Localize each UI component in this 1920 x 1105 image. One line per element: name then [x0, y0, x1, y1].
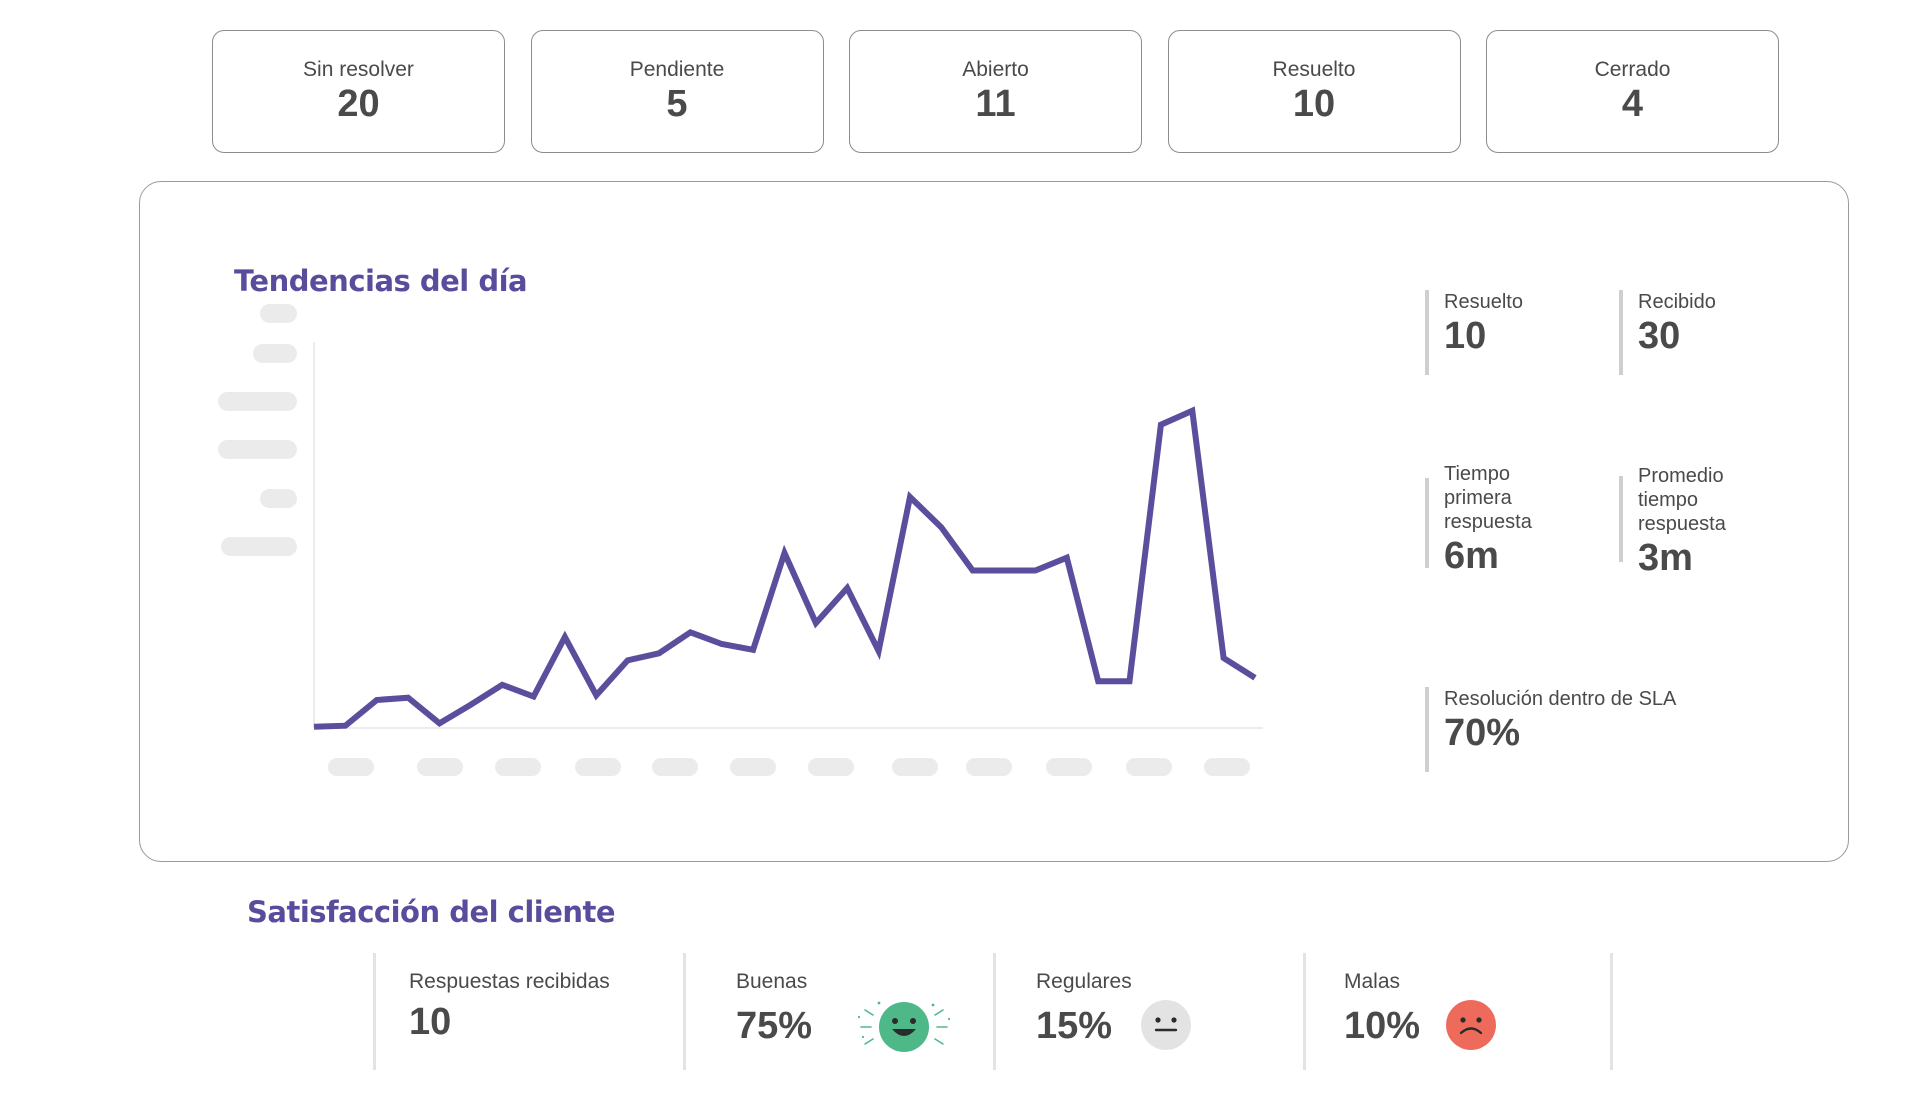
happy-face-icon	[857, 1001, 951, 1052]
status-card-pending[interactable]: Pendiente 5	[530, 30, 824, 153]
satisfaction-value: 10%	[1344, 1005, 1421, 1047]
metric-label: Recibido	[1638, 291, 1716, 313]
status-card-count: 5	[666, 82, 688, 125]
satisfaction-responses: Respuestas recibidas 10	[373, 953, 683, 1070]
chart-y-tick-placeholder	[253, 344, 297, 363]
chart-x-tick-placeholder	[495, 758, 541, 776]
chart-x-tick-placeholder	[730, 758, 776, 776]
status-card-count: 10	[1292, 82, 1336, 125]
metric-value: 70%	[1444, 712, 1521, 754]
neutral-face-icon	[1141, 1000, 1191, 1050]
chart-x-tick-placeholder	[652, 758, 698, 776]
status-card-label: Cerrado	[1594, 57, 1671, 81]
metric-label: respuesta	[1638, 513, 1726, 535]
metric-sla-resolution: Resolución dentro de SLA 70%	[1425, 687, 1755, 772]
satisfaction-good: Buenas 75%	[683, 953, 993, 1070]
status-card-count: 4	[1621, 82, 1644, 125]
satisfaction-neutral: Regulares 15%	[993, 953, 1303, 1070]
chart-y-tick-placeholder	[260, 304, 297, 323]
status-card-label: Resuelto	[1272, 57, 1356, 81]
chart-x-tick-placeholder	[1126, 758, 1172, 776]
chart-y-tick-placeholder	[221, 537, 297, 556]
status-card-label: Abierto	[962, 57, 1029, 81]
status-card-open[interactable]: Abierto 11	[849, 30, 1142, 153]
chart-y-tick-placeholder	[218, 392, 297, 411]
metric-label: respuesta	[1444, 511, 1532, 533]
metric-label: Resolución dentro de SLA	[1444, 688, 1677, 710]
satisfaction-value: 10	[409, 1001, 452, 1043]
status-summary: Sin resolver 20 Pendiente 5 Abierto 11 R…	[212, 30, 1779, 155]
metric-resolved: Resuelto 10	[1425, 290, 1595, 375]
status-card-count: 20	[337, 82, 380, 125]
satisfaction-label: Respuestas recibidas	[409, 970, 610, 993]
chart-x-tick-placeholder	[575, 758, 621, 776]
status-card-count: 11	[975, 82, 1016, 125]
satisfaction-title: Satisfacción del cliente	[247, 895, 616, 929]
satisfaction-value: 15%	[1036, 1005, 1113, 1047]
metric-received: Recibido 30	[1619, 290, 1799, 375]
chart-x-tick-placeholder	[1046, 758, 1092, 776]
metric-label: tiempo	[1638, 489, 1699, 511]
chart-x-tick-placeholder	[892, 758, 938, 776]
trends-line-chart	[218, 304, 1263, 776]
satisfaction-value: 75%	[736, 1005, 813, 1047]
metric-first-response: Tiempo primera respuesta 6m	[1425, 462, 1595, 577]
metric-value: 30	[1638, 315, 1681, 357]
metric-divider	[1619, 476, 1623, 562]
metric-label: primera	[1444, 487, 1512, 509]
trends-title: Tendencias del día	[234, 264, 528, 298]
status-card-label: Pendiente	[629, 57, 725, 81]
chart-series-line	[313, 406, 1257, 730]
satisfaction-divider-end	[1610, 953, 1613, 1070]
chart-x-tick-placeholder	[328, 758, 374, 776]
satisfaction-bad: Malas 10%	[1303, 953, 1613, 1070]
chart-x-tick-placeholder	[1204, 758, 1250, 776]
chart-x-tick-placeholder	[966, 758, 1012, 776]
metric-divider	[1425, 478, 1429, 568]
chart-x-tick-placeholder	[808, 758, 854, 776]
satisfaction-label: Regulares	[1036, 970, 1132, 993]
status-card-resolved[interactable]: Resuelto 10	[1167, 30, 1461, 153]
chart-y-tick-placeholder	[218, 440, 297, 459]
satisfaction-summary: Respuestas recibidas 10 Buenas 75%	[373, 953, 1613, 1070]
satisfaction-label: Malas	[1344, 970, 1401, 993]
satisfaction-label: Buenas	[736, 970, 808, 993]
metric-label: Resuelto	[1444, 291, 1523, 313]
status-card-label: Sin resolver	[303, 57, 414, 81]
chart-y-tick-placeholder	[260, 489, 297, 508]
chart-x-tick-placeholder	[417, 758, 463, 776]
metric-average-response: Promedio tiempo respuesta 3m	[1619, 464, 1809, 579]
trends-panel: Tendencias del día Resuelto 10 Recibido …	[139, 181, 1849, 862]
sad-face-icon	[1446, 1000, 1496, 1050]
metric-label: Tiempo	[1444, 463, 1510, 485]
metric-value: 6m	[1444, 535, 1499, 577]
status-card-unresolved[interactable]: Sin resolver 20	[212, 30, 505, 153]
metric-value: 3m	[1638, 537, 1693, 579]
status-card-closed[interactable]: Cerrado 4	[1486, 30, 1779, 153]
metric-label: Promedio	[1638, 465, 1724, 487]
metric-value: 10	[1444, 315, 1487, 357]
